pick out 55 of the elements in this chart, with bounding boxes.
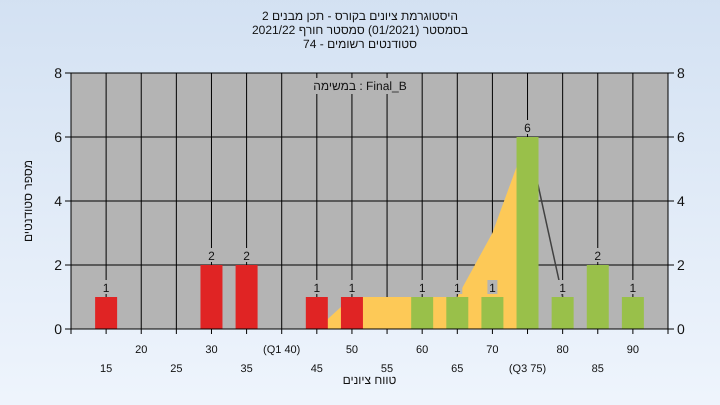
x-tick-label: 85 <box>592 363 604 375</box>
data-label: 1 <box>489 281 496 295</box>
data-label: 2 <box>243 249 250 263</box>
bar <box>446 297 468 329</box>
y2-tick-label: 6 <box>677 129 685 145</box>
data-label: 1 <box>454 281 461 295</box>
data-label: 1 <box>559 281 566 295</box>
x-tick-label: 45 <box>310 363 323 375</box>
y-tick-label: 6 <box>54 129 62 145</box>
x-tick-label: 60 <box>416 344 428 356</box>
y-tick-label: 8 <box>54 65 62 81</box>
data-label: 1 <box>313 281 320 295</box>
bar <box>200 265 222 329</box>
annotation: במשימה : Final_B <box>313 79 407 93</box>
chart-title: היסטוגרמת ציונים בקורס - תכן מבנים 2 <box>262 9 458 23</box>
x-tick-label: 20 <box>135 344 148 356</box>
bar <box>306 297 328 329</box>
y2-tick-label: 2 <box>677 257 685 273</box>
x-tick-label: 65 <box>451 363 464 375</box>
x-tick-label: 35 <box>240 363 253 375</box>
data-label: 1 <box>630 281 637 295</box>
x-axis-title: טווח ציונים <box>342 373 397 387</box>
data-label: 2 <box>594 249 602 263</box>
y-tick-label: 4 <box>54 193 62 209</box>
x-tick-label: 50 <box>346 344 358 356</box>
y2-tick-label: 0 <box>677 321 685 337</box>
data-label: 6 <box>524 121 532 135</box>
x-tick-label: (Q1 40) <box>263 344 300 356</box>
data-label: 1 <box>102 281 110 295</box>
x-tick-label: 15 <box>100 363 112 375</box>
y-tick-label: 2 <box>54 257 62 273</box>
data-label: 2 <box>208 249 216 263</box>
data-label: 1 <box>348 281 356 295</box>
bar <box>552 297 574 329</box>
chart-subtitle: בסמסטר (01/2021) סמסטר חורף 2021/22 סטודנטים רשומים - 74 <box>252 23 468 51</box>
bar <box>622 297 644 329</box>
y-axis-title: מספר סטודנטים <box>21 160 35 242</box>
y2-tick-label: 8 <box>677 65 685 81</box>
x-tick-label: 70 <box>486 344 499 356</box>
bar <box>586 265 609 329</box>
bar <box>340 297 363 329</box>
x-tick-label: 55 <box>380 363 394 375</box>
x-tick-label: 30 <box>205 344 218 356</box>
bar <box>516 137 539 329</box>
y-tick-label: 0 <box>54 321 62 337</box>
bar <box>481 297 504 329</box>
data-label: 1 <box>418 281 426 295</box>
y2-tick-label: 4 <box>677 193 685 209</box>
x-tick-label: (Q3 75) <box>508 363 546 375</box>
x-tick-label: 80 <box>556 344 569 356</box>
x-tick-label: 25 <box>170 363 182 375</box>
bar <box>236 265 258 329</box>
x-tick-label: 90 <box>626 344 640 356</box>
bar <box>411 297 434 329</box>
bar <box>95 297 118 329</box>
